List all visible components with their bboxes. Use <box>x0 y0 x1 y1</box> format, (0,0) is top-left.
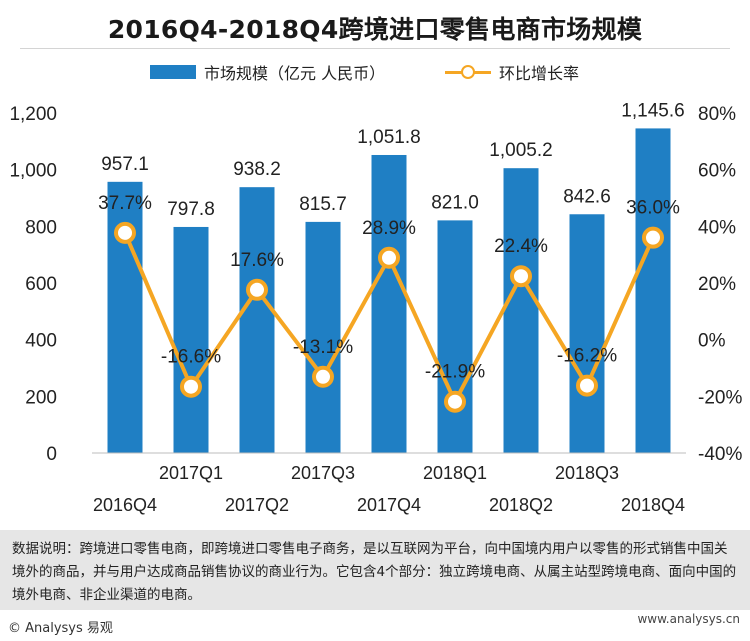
x-tick-label: 2017Q2 <box>225 495 289 515</box>
y-left-tick-label: 0 <box>46 444 57 465</box>
legend-bar-label: 市场规模（亿元 人民币） <box>204 64 386 83</box>
watermark: www.analysys.cn <box>637 612 740 627</box>
y-right-tick-label: 40% <box>698 217 736 238</box>
y-right-tick-label: 20% <box>698 274 736 295</box>
y-right-tick-label: 0% <box>698 331 726 352</box>
growth-point-2017Q4 <box>378 246 400 269</box>
growth-value-label: 17.6% <box>230 250 284 271</box>
bar-value-label: 842.6 <box>563 186 611 207</box>
title-divider <box>20 48 730 49</box>
y-left-tick-label: 1,200 <box>9 104 57 125</box>
growth-point-2018Q2 <box>510 265 532 288</box>
growth-point-2018Q1 <box>444 390 466 413</box>
bar-2018Q3 <box>569 214 605 453</box>
growth-point-2018Q4 <box>642 226 664 249</box>
growth-value-label: -16.6% <box>161 347 221 368</box>
chart-canvas: 0 200 400 600 800 1,000 1,200 -40% -20% 0% 20% 40% 6… <box>9 100 742 515</box>
y-left-tick-label: 800 <box>25 217 57 238</box>
source-credit: © Analysys 易观 <box>8 621 113 636</box>
legend-item-line: 环比增长率 <box>445 60 579 84</box>
y-left-tick-label: 1,000 <box>9 161 57 182</box>
y-left-tick-label: 200 <box>25 387 57 408</box>
growth-point-2018Q3 <box>576 374 598 397</box>
y-right-tick-label: -20% <box>698 387 742 408</box>
x-tick-label: 2016Q4 <box>93 495 157 515</box>
bar-value-label: 1,145.6 <box>621 100 684 121</box>
growth-value-label: 37.7% <box>98 193 152 214</box>
x-tick-label: 2017Q4 <box>357 495 421 515</box>
x-tick-label: 2017Q3 <box>291 463 355 483</box>
legend-line-label: 环比增长率 <box>499 64 580 83</box>
y-right-tick-label: -40% <box>698 444 742 465</box>
x-tick-label: 2017Q1 <box>159 463 223 483</box>
growth-value-label: 28.9% <box>362 218 416 239</box>
growth-point-2017Q1 <box>180 375 202 398</box>
growth-point-2017Q2 <box>246 278 268 301</box>
bar-value-label: 1,051.8 <box>357 127 420 148</box>
x-tick-label: 2018Q1 <box>423 463 487 483</box>
chart-title: 2016Q4-2018Q4跨境进口零售电商市场规模 <box>107 15 643 44</box>
bar-value-label: 821.0 <box>431 192 479 213</box>
bar-2017Q4 <box>371 154 407 454</box>
bar-value-label: 1,005.2 <box>489 140 552 161</box>
bar-2018Q2 <box>503 168 539 453</box>
y-right-tick-label: 80% <box>698 104 736 125</box>
growth-value-label: -16.2% <box>557 346 617 367</box>
data-note: 数据说明：跨境进口零售电商，即跨境进口零售电子商务，是以互联网为平台，向中国境内… <box>12 541 737 603</box>
x-tick-label: 2018Q4 <box>621 495 685 515</box>
growth-value-label: -21.9% <box>425 362 485 383</box>
bar-2018Q1 <box>437 220 473 453</box>
legend-item-bar: 市场规模（亿元 人民币） <box>150 60 385 84</box>
bar-2018Q4 <box>635 128 671 453</box>
growth-value-label: -13.1% <box>293 337 353 358</box>
x-tick-label: 2018Q2 <box>489 495 553 515</box>
bar-value-label: 815.7 <box>299 194 347 215</box>
bar-value-label: 797.8 <box>167 199 215 220</box>
bar-value-label: 957.1 <box>101 154 149 175</box>
growth-value-label: 36.0% <box>626 198 680 219</box>
y-left-tick-label: 400 <box>25 331 57 352</box>
bar-2017Q3 <box>305 221 341 453</box>
legend: 市场规模（亿元 人民币） 环比增长率 <box>0 60 750 84</box>
y-left-tick-label: 600 <box>25 274 57 295</box>
bar-2017Q1 <box>173 226 209 453</box>
y-right-tick-label: 60% <box>698 161 736 182</box>
growth-point-2017Q3 <box>312 365 334 388</box>
note-box <box>0 530 750 610</box>
bar-2017Q2 <box>239 187 275 453</box>
legend-bar-swatch <box>150 65 196 79</box>
growth-value-label: 22.4% <box>494 236 548 257</box>
growth-point-2016Q4 <box>114 221 136 244</box>
x-tick-label: 2018Q3 <box>555 463 619 483</box>
bar-value-label: 938.2 <box>233 159 281 180</box>
watermark-site: www.analysys.cn <box>637 612 740 626</box>
legend-line-swatch <box>445 65 491 79</box>
